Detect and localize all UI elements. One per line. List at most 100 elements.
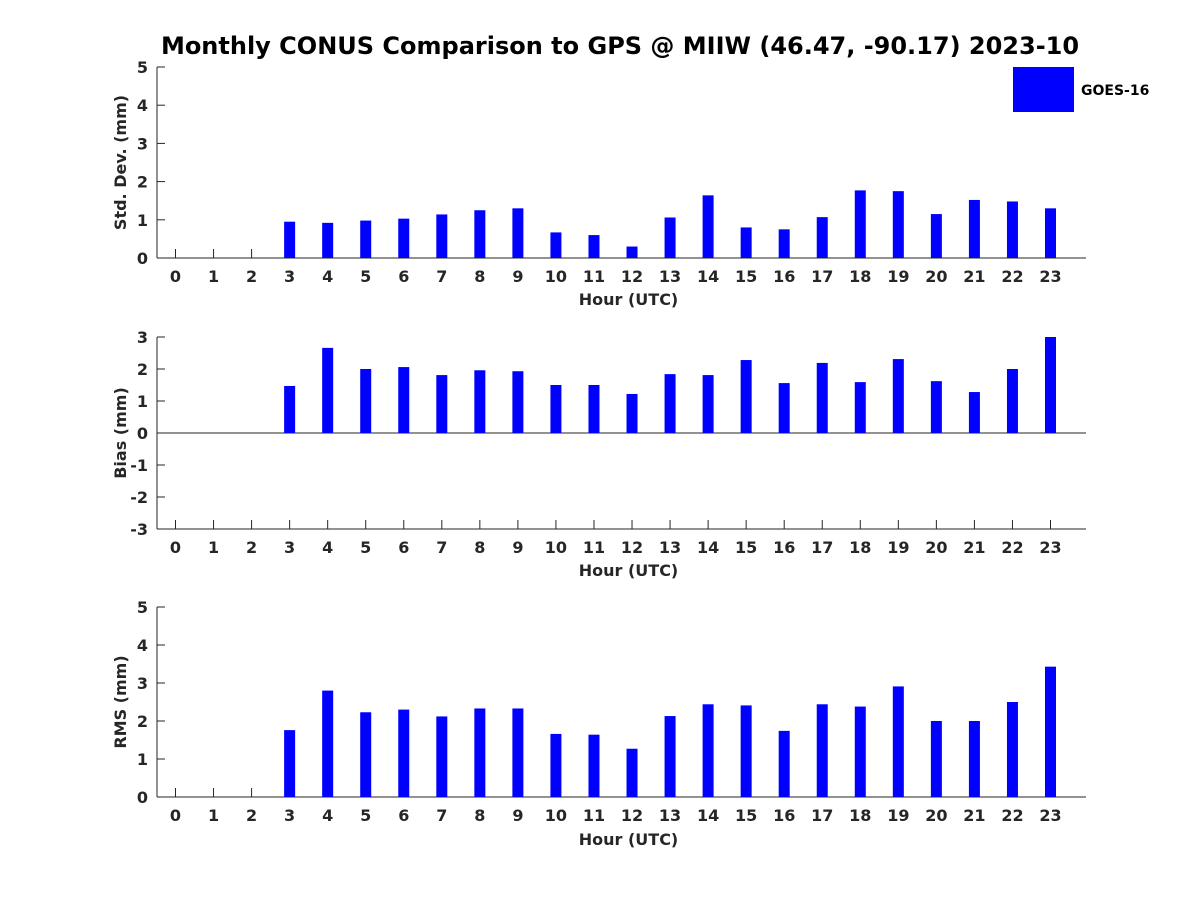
x-tick-label: 6	[398, 806, 409, 825]
x-tick-label: 7	[436, 267, 447, 286]
bar	[626, 393, 638, 433]
bar	[816, 217, 828, 258]
x-tick-label: 12	[621, 806, 643, 825]
y-tick-label: 4	[137, 636, 148, 655]
y-tick-label: 2	[137, 173, 148, 192]
legend-swatch	[1013, 67, 1074, 112]
y-tick-label: 0	[137, 249, 148, 268]
y-tick-label: 2	[137, 360, 148, 379]
x-tick-label: 11	[583, 806, 605, 825]
bar	[1006, 201, 1018, 258]
x-tick-label: 11	[583, 267, 605, 286]
y-axis-label: Bias (mm)	[111, 387, 130, 479]
bar	[816, 704, 828, 797]
y-tick-label: -2	[130, 488, 148, 507]
x-tick-label: 9	[512, 538, 523, 557]
x-tick-label: 16	[773, 538, 795, 557]
bar	[930, 721, 942, 797]
x-tick-label: 20	[925, 538, 947, 557]
y-tick-label: 4	[137, 96, 148, 115]
x-tick-label: 2	[246, 267, 257, 286]
x-tick-label: 2	[246, 538, 257, 557]
bar	[740, 227, 752, 258]
bar	[892, 191, 904, 258]
x-tick-label: 1	[208, 806, 219, 825]
x-tick-label: 9	[512, 806, 523, 825]
bar	[626, 748, 638, 797]
y-tick-label: 0	[137, 788, 148, 807]
x-axis-label: Hour (UTC)	[579, 561, 679, 580]
x-tick-label: 12	[621, 538, 643, 557]
x-tick-label: 2	[246, 806, 257, 825]
bar	[588, 385, 600, 433]
x-tick-label: 19	[887, 806, 909, 825]
x-tick-label: 13	[659, 267, 681, 286]
x-tick-label: 5	[360, 538, 371, 557]
x-tick-label: 18	[849, 806, 871, 825]
bar	[702, 195, 714, 258]
bar	[588, 235, 600, 258]
bar	[1045, 337, 1056, 433]
y-tick-label: 2	[137, 712, 148, 731]
x-tick-label: 21	[963, 538, 985, 557]
bar	[284, 385, 296, 433]
bar	[968, 392, 980, 433]
y-tick-label: 1	[137, 211, 148, 230]
x-tick-label: 17	[811, 806, 833, 825]
legend-label: GOES-16	[1081, 83, 1149, 99]
x-tick-label: 6	[398, 267, 409, 286]
x-tick-label: 20	[925, 806, 947, 825]
y-axis-label: RMS (mm)	[111, 655, 130, 748]
x-tick-label: 7	[436, 538, 447, 557]
bar	[398, 709, 410, 797]
bar	[512, 708, 524, 797]
x-tick-label: 3	[284, 267, 295, 286]
bar	[474, 708, 486, 797]
y-axis-label: Std. Dev. (mm)	[111, 95, 130, 230]
x-tick-label: 10	[545, 538, 567, 557]
bar	[1045, 666, 1056, 797]
x-tick-label: 19	[887, 267, 909, 286]
x-tick-label: 9	[512, 267, 523, 286]
bar	[664, 374, 676, 433]
x-tick-label: 6	[398, 538, 409, 557]
bar	[436, 716, 448, 797]
chart-title: Monthly CONUS Comparison to GPS @ MIIW (…	[161, 32, 1079, 60]
x-tick-label: 1	[208, 538, 219, 557]
bar	[664, 217, 676, 258]
bar	[626, 246, 638, 258]
x-tick-label: 21	[963, 267, 985, 286]
x-tick-label: 15	[735, 538, 757, 557]
bar	[398, 218, 410, 258]
x-tick-label: 18	[849, 267, 871, 286]
x-tick-label: 11	[583, 538, 605, 557]
bar	[512, 208, 524, 258]
y-tick-label: 0	[137, 424, 148, 443]
x-tick-label: 16	[773, 806, 795, 825]
bar	[512, 371, 524, 433]
x-tick-label: 15	[735, 806, 757, 825]
x-tick-label: 23	[1039, 538, 1061, 557]
bar	[436, 375, 448, 433]
bar	[284, 221, 296, 258]
x-tick-label: 13	[659, 538, 681, 557]
bar	[360, 369, 372, 433]
bar	[892, 359, 904, 433]
x-tick-label: 18	[849, 538, 871, 557]
bar	[892, 686, 904, 797]
x-tick-label: 10	[545, 806, 567, 825]
bar	[740, 360, 752, 433]
bar	[1006, 369, 1018, 433]
x-tick-label: 0	[170, 806, 181, 825]
bar	[474, 370, 486, 433]
bar	[816, 362, 828, 433]
x-tick-label: 14	[697, 267, 719, 286]
bar	[854, 382, 866, 433]
x-tick-label: 3	[284, 538, 295, 557]
x-tick-label: 23	[1039, 806, 1061, 825]
y-tick-label: 5	[137, 598, 148, 617]
x-tick-label: 0	[170, 267, 181, 286]
bar	[854, 190, 866, 258]
